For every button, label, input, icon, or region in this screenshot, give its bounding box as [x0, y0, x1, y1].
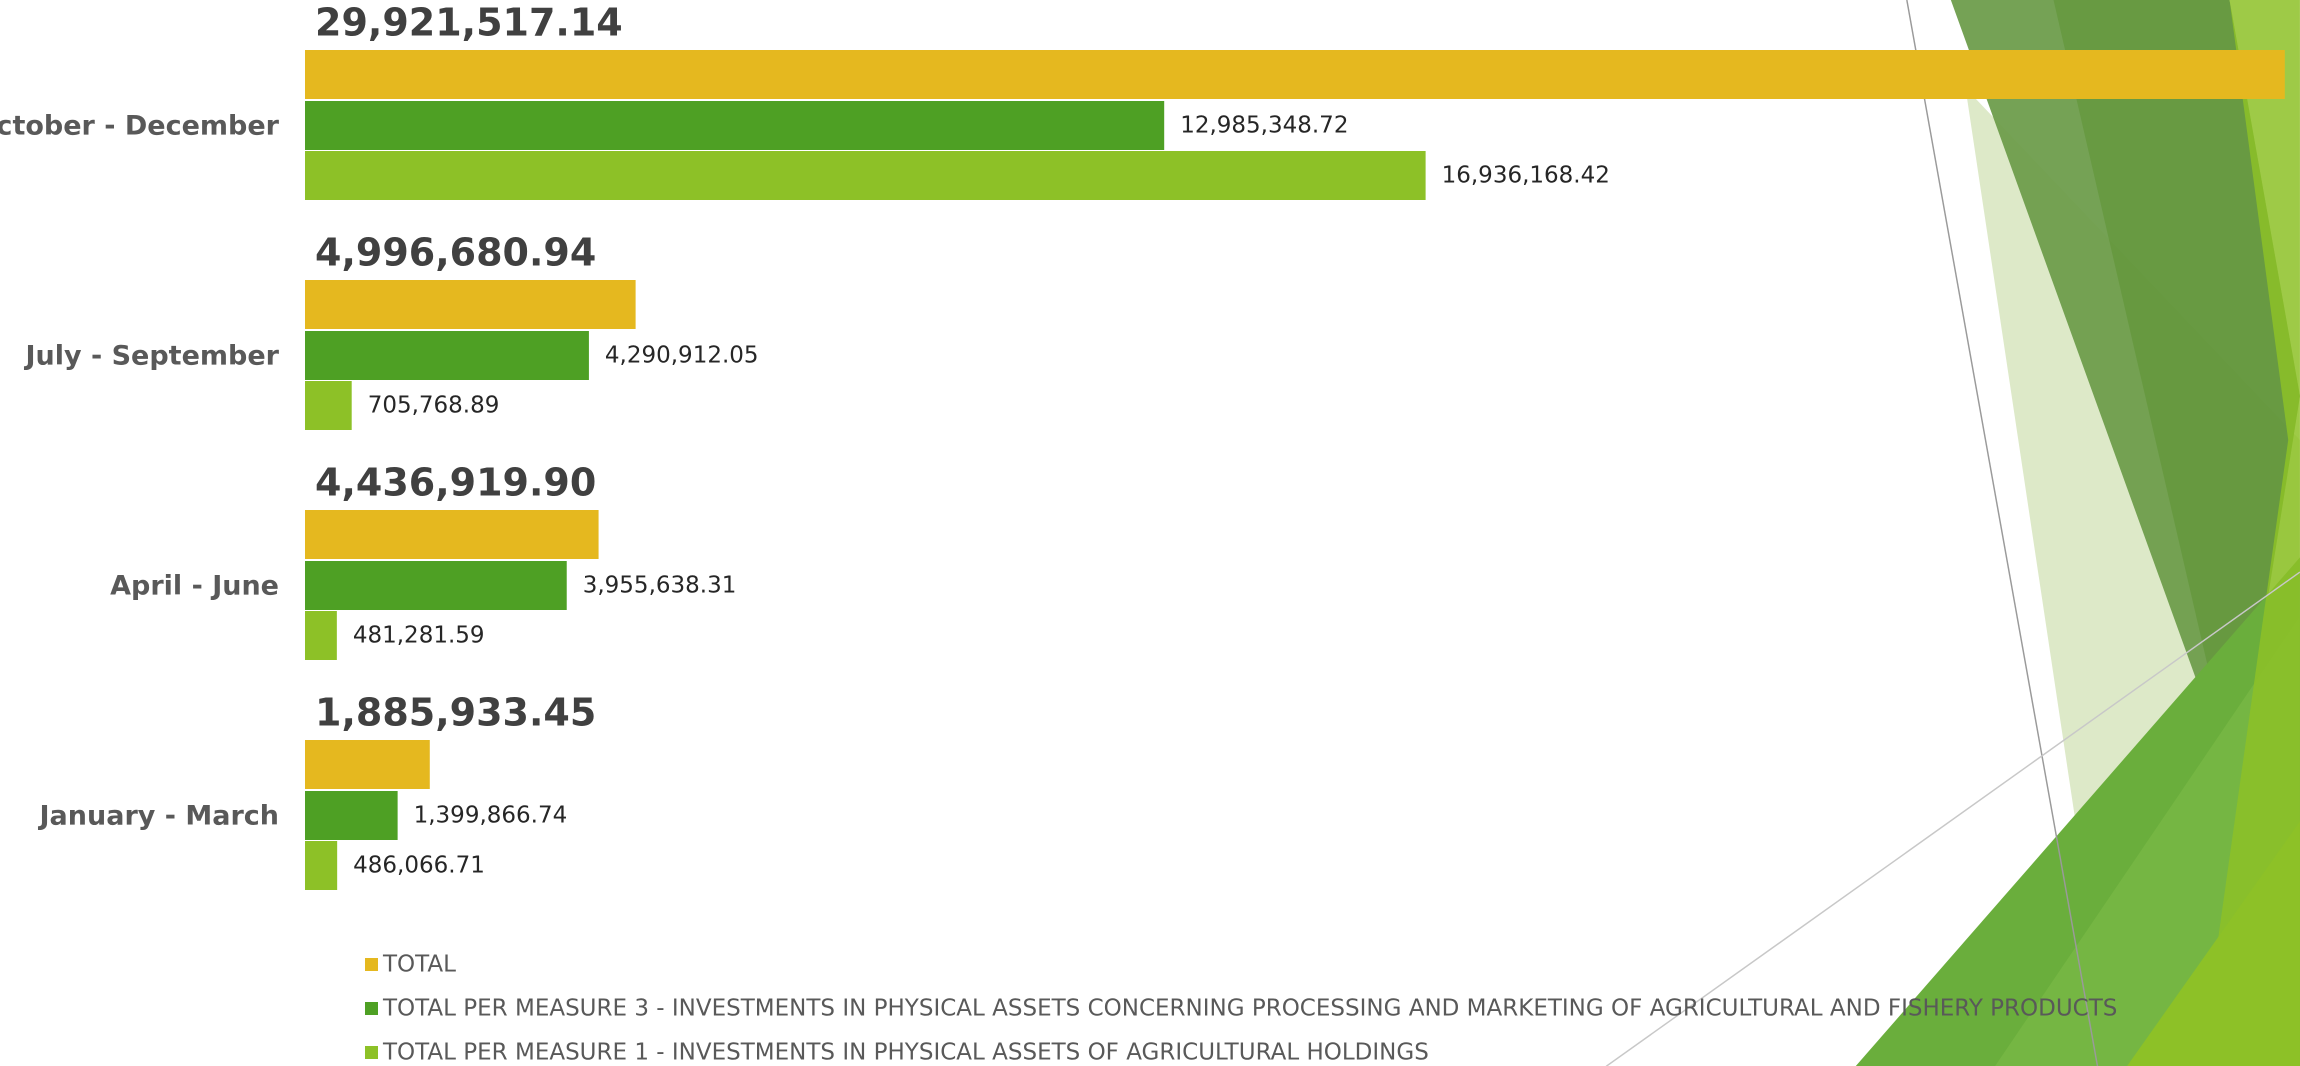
category-label: October - December — [0, 111, 280, 142]
value-label: 705,768.89 — [368, 393, 500, 419]
legend-swatch — [365, 1046, 378, 1059]
bar — [305, 791, 398, 840]
value-label: 16,936,168.42 — [1442, 163, 1610, 189]
value-label: 4,290,912.05 — [605, 343, 759, 369]
bar — [305, 151, 1426, 200]
bar — [305, 50, 2285, 99]
bar — [305, 381, 352, 430]
legend-swatch — [365, 958, 378, 971]
category-label: July - September — [23, 341, 279, 372]
legend-label: TOTAL PER MEASURE 3 - INVESTMENTS IN PHY… — [382, 996, 2117, 1022]
legend-swatch — [365, 1002, 378, 1015]
legend-label: TOTAL PER MEASURE 1 - INVESTMENTS IN PHY… — [382, 1040, 1429, 1066]
total-label: 4,436,919.90 — [315, 461, 596, 505]
bar — [305, 611, 337, 660]
bar — [305, 280, 636, 329]
value-label: 3,955,638.31 — [583, 573, 737, 599]
total-label: 4,996,680.94 — [315, 231, 596, 275]
value-label: 12,985,348.72 — [1180, 113, 1348, 139]
total-label: 29,921,517.14 — [315, 1, 623, 45]
value-label: 486,066.71 — [353, 853, 485, 879]
category-label: January - March — [38, 801, 279, 832]
bar — [305, 561, 567, 610]
bar — [305, 740, 430, 789]
legend-label: TOTAL — [382, 952, 456, 978]
bar — [305, 841, 338, 890]
background-decoration — [1605, 0, 2300, 1066]
value-label: 481,281.59 — [353, 623, 485, 649]
bar — [305, 510, 599, 559]
total-label: 1,885,933.45 — [315, 691, 596, 735]
category-label: April - June — [110, 571, 279, 602]
value-label: 1,399,866.74 — [414, 803, 568, 829]
bar — [305, 101, 1165, 150]
bar — [305, 331, 589, 380]
